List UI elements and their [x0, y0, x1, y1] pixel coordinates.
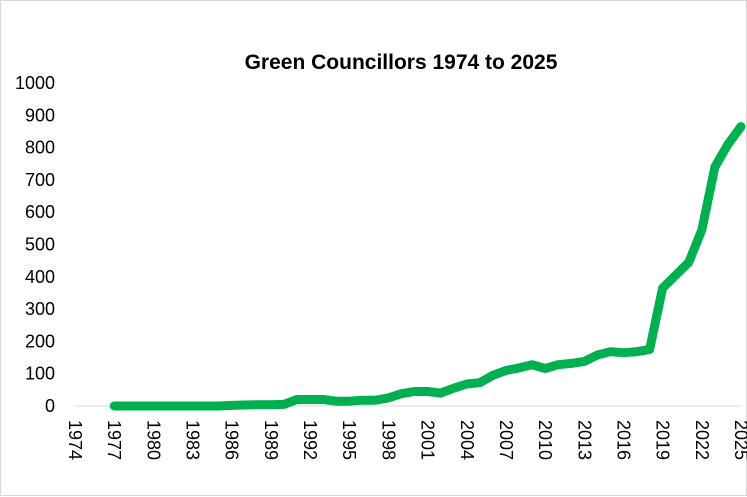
y-tick-label-100: 100 [25, 364, 55, 384]
x-tick-label-1974: 1974 [65, 420, 85, 460]
x-tick-label-2016: 2016 [613, 420, 633, 460]
x-tick-label-1998: 1998 [378, 420, 398, 460]
series-line-0 [109, 122, 746, 411]
x-tick-label-2025: 2025 [731, 420, 747, 460]
y-tick-label-900: 900 [25, 105, 55, 125]
y-tick-label-700: 700 [25, 170, 55, 190]
x-tick-label-1980: 1980 [143, 420, 163, 460]
y-tick-label-300: 300 [25, 299, 55, 319]
x-tick-label-1977: 1977 [104, 420, 124, 460]
y-tick-label-0: 0 [45, 396, 55, 416]
y-tick-label-500: 500 [25, 235, 55, 255]
y-tick-label-400: 400 [25, 267, 55, 287]
y-tick-label-800: 800 [25, 138, 55, 158]
y-tick-label-200: 200 [25, 331, 55, 351]
x-tick-label-1989: 1989 [261, 420, 281, 460]
y-tick-label-600: 600 [25, 202, 55, 222]
chart-title: Green Councillors 1974 to 2025 [244, 51, 558, 74]
x-tick-label-2013: 2013 [574, 420, 594, 460]
x-tick-label-1983: 1983 [183, 420, 203, 460]
x-tick-label-1992: 1992 [300, 420, 320, 460]
y-tick-label-1000: 1000 [15, 73, 55, 93]
x-tick-label-1986: 1986 [222, 420, 242, 460]
x-tick-label-2004: 2004 [457, 420, 477, 460]
x-tick-label-2001: 2001 [418, 420, 438, 460]
x-tick-label-2022: 2022 [692, 420, 712, 460]
x-tick-label-1995: 1995 [339, 420, 359, 460]
x-tick-label-2007: 2007 [496, 420, 516, 460]
x-tick-label-2019: 2019 [653, 420, 673, 460]
x-tick-label-2010: 2010 [535, 420, 555, 460]
